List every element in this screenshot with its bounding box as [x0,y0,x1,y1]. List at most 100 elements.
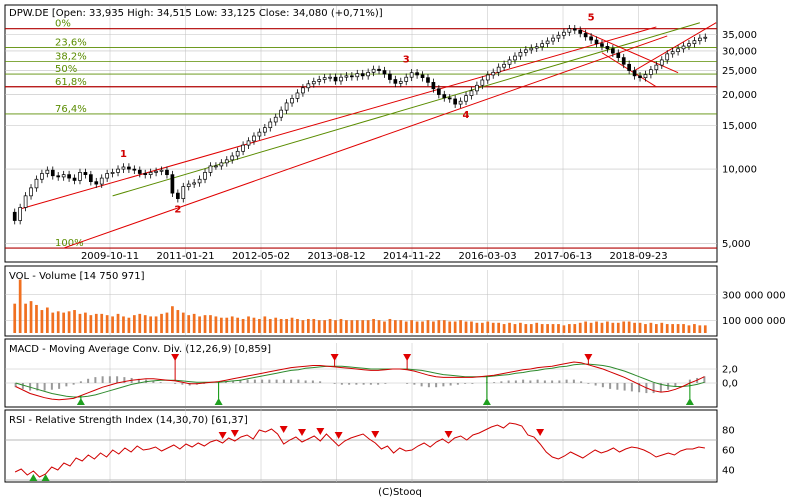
candle-body [676,48,680,53]
candle-body [409,72,414,78]
volume-bar [67,311,71,333]
rsi-sell-marker [334,432,343,439]
volume-bar [491,322,495,333]
candle-body [99,177,104,185]
volume-bar [105,315,109,333]
volume-bar [328,318,332,333]
candle-body [681,45,686,50]
volume-bar [285,318,288,333]
candle-body [192,182,197,185]
volume-bar [84,312,87,333]
candle-body [105,173,110,179]
price-tick-label: 5,000 [722,239,751,250]
volume-bar [263,316,267,333]
candle-body [94,181,99,185]
volume-bar [361,320,365,333]
candle-body [165,169,169,175]
volume-bar [154,316,158,333]
volume-bar [497,322,501,333]
candle-body [83,172,88,175]
candle-body [507,59,512,65]
volume-bar [557,324,560,333]
date-tick-label: 2014-11-22 [383,251,441,262]
candle-body [137,169,142,174]
volume-bar [393,320,397,333]
candle-body [404,76,409,82]
rebound-channel-line [634,22,717,71]
open-value: 33,935 [89,8,124,19]
candle-body [431,82,436,90]
volume-bar [535,322,539,333]
volume-bar [355,320,359,333]
volume-bar [366,320,370,333]
rsi-tick-label: 60 [722,446,735,457]
candle-body [45,169,50,174]
volume-bar [51,312,55,333]
candle-body [257,131,262,137]
rsi-sell-marker [279,426,288,433]
candle-body [121,166,126,170]
candle-body [398,81,403,84]
candle-body [551,37,555,42]
fibonacci-label: 0% [55,19,71,30]
candle-body [513,55,517,61]
candle-body [502,63,506,68]
volume-bar [198,316,201,333]
volume-bar [524,324,528,333]
volume-bar [111,316,114,333]
volume-bar [350,320,354,333]
candle-body [186,183,191,187]
candle-body [311,81,316,85]
price-panel-frame [4,4,718,263]
volume-bar [29,301,33,333]
candle-body [61,174,66,178]
candle-body [529,47,534,51]
volume-bar [230,316,234,333]
price-tick-label: 10,000 [722,165,757,176]
macd-title: MACD - Moving Average Conv. Div. (12,26,… [9,344,271,355]
candle-body [110,172,115,174]
candle-body [659,59,664,66]
volume-bar [138,313,142,333]
volume-bar [323,320,327,333]
volume-bar [638,322,642,333]
candle-body [344,75,349,78]
price-tick-label: 25,000 [722,66,757,77]
rsi-axis: 40 60 80 [722,426,735,477]
candle-body [34,178,39,189]
candle-body [556,34,561,39]
candle-body [377,68,381,71]
volume-bar [480,322,484,333]
price-tick-label: 20,000 [722,90,757,101]
candle-body [230,155,235,161]
volume-bar [399,320,403,333]
buy-signal-marker [685,398,694,405]
buy-signal-marker [214,398,223,405]
volume-bar [165,312,169,333]
volume-bar [89,315,93,333]
fibonacci-label: 23,6% [55,37,87,48]
macd-main-line [15,361,705,401]
volume-bar [176,310,180,333]
change-value: (+0,71%) [331,8,379,19]
date-tick-label: 2009-10-11 [81,251,139,262]
volume-bar [132,315,136,333]
rsi-sell-marker [536,429,545,436]
volume-bar [383,321,386,333]
buy-signal-marker [76,398,85,405]
price-tick-label: 30,000 [722,46,757,57]
rsi-sell-marker [316,428,325,435]
candle-body [583,33,588,38]
volume-bar [127,317,131,333]
volume-bar [410,320,414,333]
candle-body [703,36,708,39]
volume-bar [236,317,240,333]
candle-body [534,46,539,49]
volume-bars [13,279,707,333]
candle-body [480,79,485,86]
volume-bar [18,279,22,333]
volume-bar [584,321,588,333]
lower-channel-line [63,35,668,249]
volume-bar [290,317,294,333]
